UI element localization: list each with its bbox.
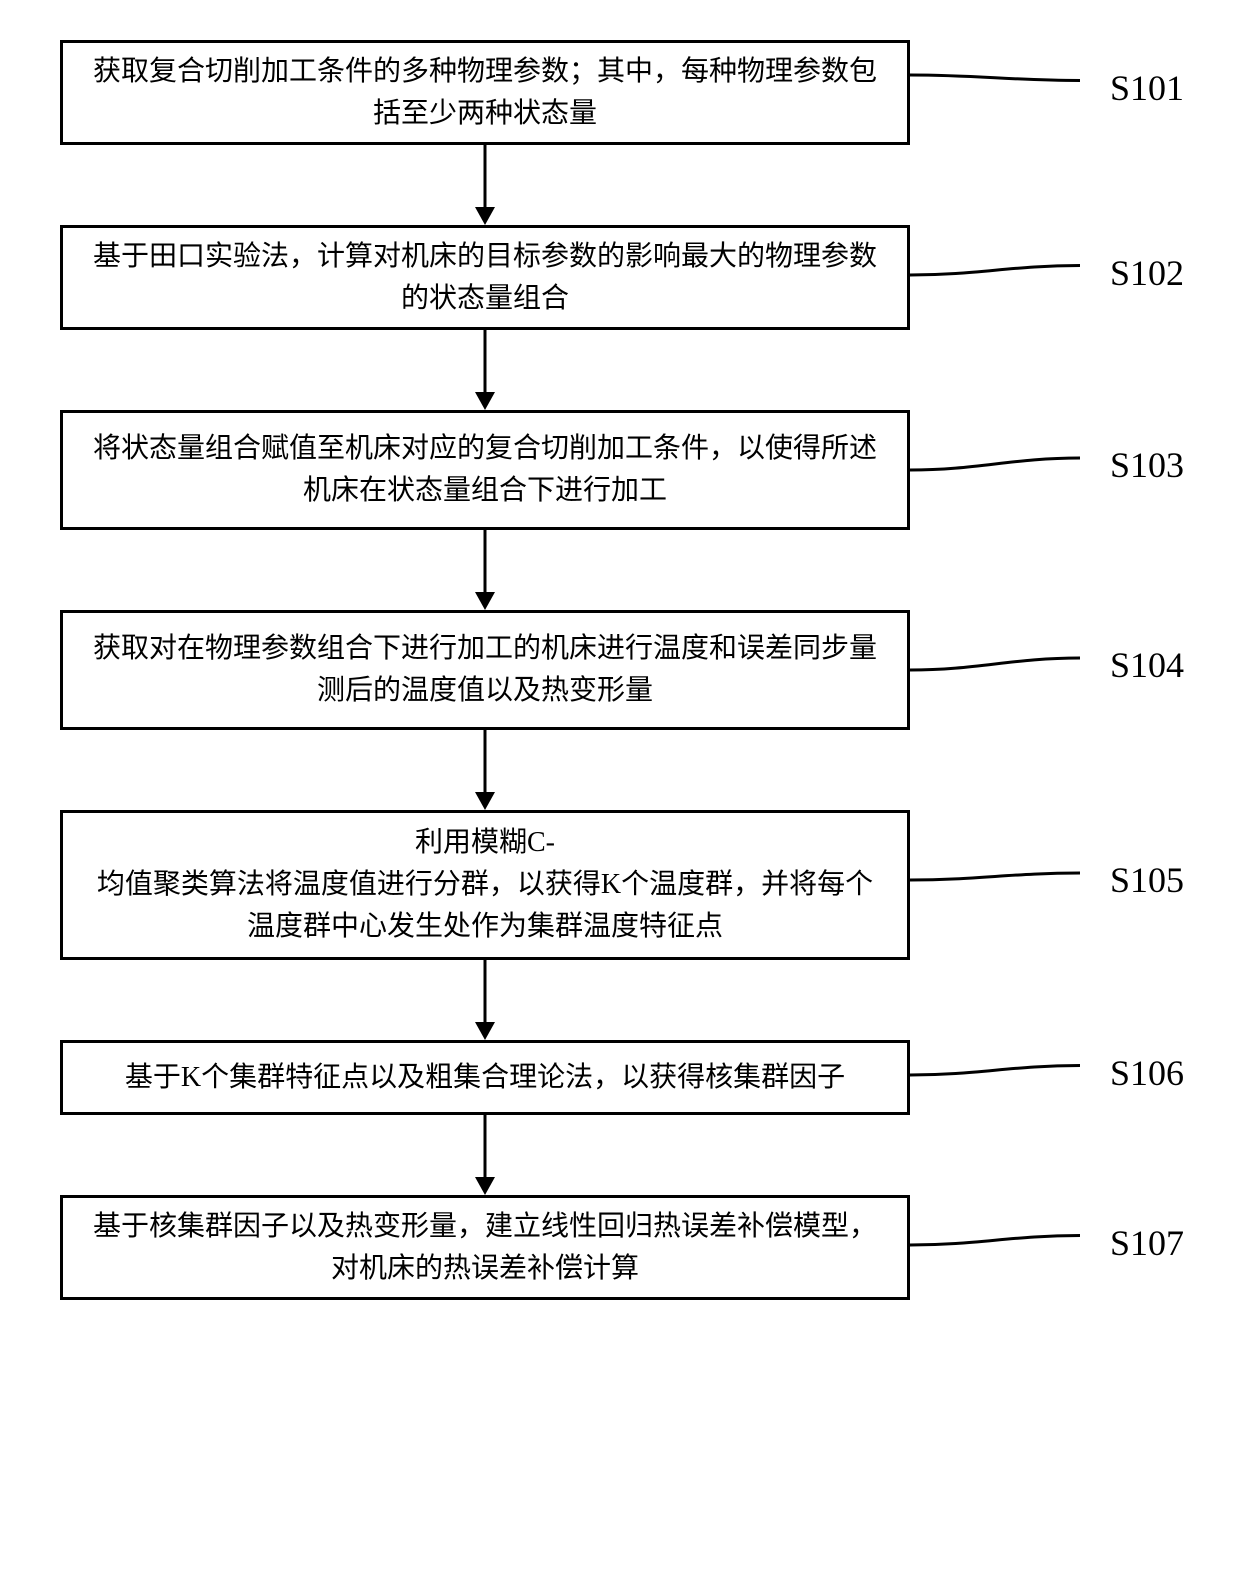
step-label: S103	[1090, 444, 1184, 486]
step-row: 利用模糊C- 均值聚类算法将温度值进行分群，以获得K个温度群，并将每个温度群中心…	[30, 810, 1210, 960]
step-box: 基于田口实验法，计算对机床的目标参数的影响最大的物理参数的状态量组合	[60, 225, 910, 330]
step-text: 利用模糊C- 均值聚类算法将温度值进行分群，以获得K个温度群，并将每个温度群中心…	[83, 822, 887, 948]
step-box: 获取对在物理参数组合下进行加工的机床进行温度和误差同步量测后的温度值以及热变形量	[60, 610, 910, 730]
step-label: S104	[1090, 644, 1184, 686]
arrow-connector	[30, 960, 1210, 1040]
step-text: 将状态量组合赋值至机床对应的复合切削加工条件，以使得所述机床在状态量组合下进行加…	[83, 428, 887, 512]
step-text: 基于田口实验法，计算对机床的目标参数的影响最大的物理参数的状态量组合	[83, 236, 887, 320]
arrow-connector	[30, 730, 1210, 810]
arrow-connector	[30, 1115, 1210, 1195]
step-label: S102	[1090, 252, 1184, 294]
step-text: 基于核集群因子以及热变形量，建立线性回归热误差补偿模型，对机床的热误差补偿计算	[83, 1206, 887, 1290]
step-label: S106	[1090, 1052, 1184, 1094]
step-row: 将状态量组合赋值至机床对应的复合切削加工条件，以使得所述机床在状态量组合下进行加…	[30, 410, 1210, 530]
step-label: S101	[1090, 67, 1184, 109]
step-text: 基于K个集群特征点以及粗集合理论法，以获得核集群因子	[125, 1057, 845, 1099]
step-label: S107	[1090, 1222, 1184, 1264]
step-text: 获取复合切削加工条件的多种物理参数；其中，每种物理参数包括至少两种状态量	[83, 51, 887, 135]
step-row: 基于核集群因子以及热变形量，建立线性回归热误差补偿模型，对机床的热误差补偿计算 …	[30, 1195, 1210, 1300]
step-row: 获取复合切削加工条件的多种物理参数；其中，每种物理参数包括至少两种状态量 S10…	[30, 40, 1210, 145]
step-box: 利用模糊C- 均值聚类算法将温度值进行分群，以获得K个温度群，并将每个温度群中心…	[60, 810, 910, 960]
step-row: 基于K个集群特征点以及粗集合理论法，以获得核集群因子 S106	[30, 1040, 1210, 1115]
arrow-connector	[30, 145, 1210, 225]
step-row: 基于田口实验法，计算对机床的目标参数的影响最大的物理参数的状态量组合 S102	[30, 225, 1210, 330]
arrow-connector	[30, 330, 1210, 410]
step-text: 获取对在物理参数组合下进行加工的机床进行温度和误差同步量测后的温度值以及热变形量	[83, 628, 887, 712]
flowchart-container: 获取复合切削加工条件的多种物理参数；其中，每种物理参数包括至少两种状态量 S10…	[30, 40, 1210, 1300]
step-box: 将状态量组合赋值至机床对应的复合切削加工条件，以使得所述机床在状态量组合下进行加…	[60, 410, 910, 530]
step-box: 获取复合切削加工条件的多种物理参数；其中，每种物理参数包括至少两种状态量	[60, 40, 910, 145]
step-row: 获取对在物理参数组合下进行加工的机床进行温度和误差同步量测后的温度值以及热变形量…	[30, 610, 1210, 730]
step-box: 基于K个集群特征点以及粗集合理论法，以获得核集群因子	[60, 1040, 910, 1115]
arrow-connector	[30, 530, 1210, 610]
step-box: 基于核集群因子以及热变形量，建立线性回归热误差补偿模型，对机床的热误差补偿计算	[60, 1195, 910, 1300]
step-label: S105	[1090, 859, 1184, 901]
